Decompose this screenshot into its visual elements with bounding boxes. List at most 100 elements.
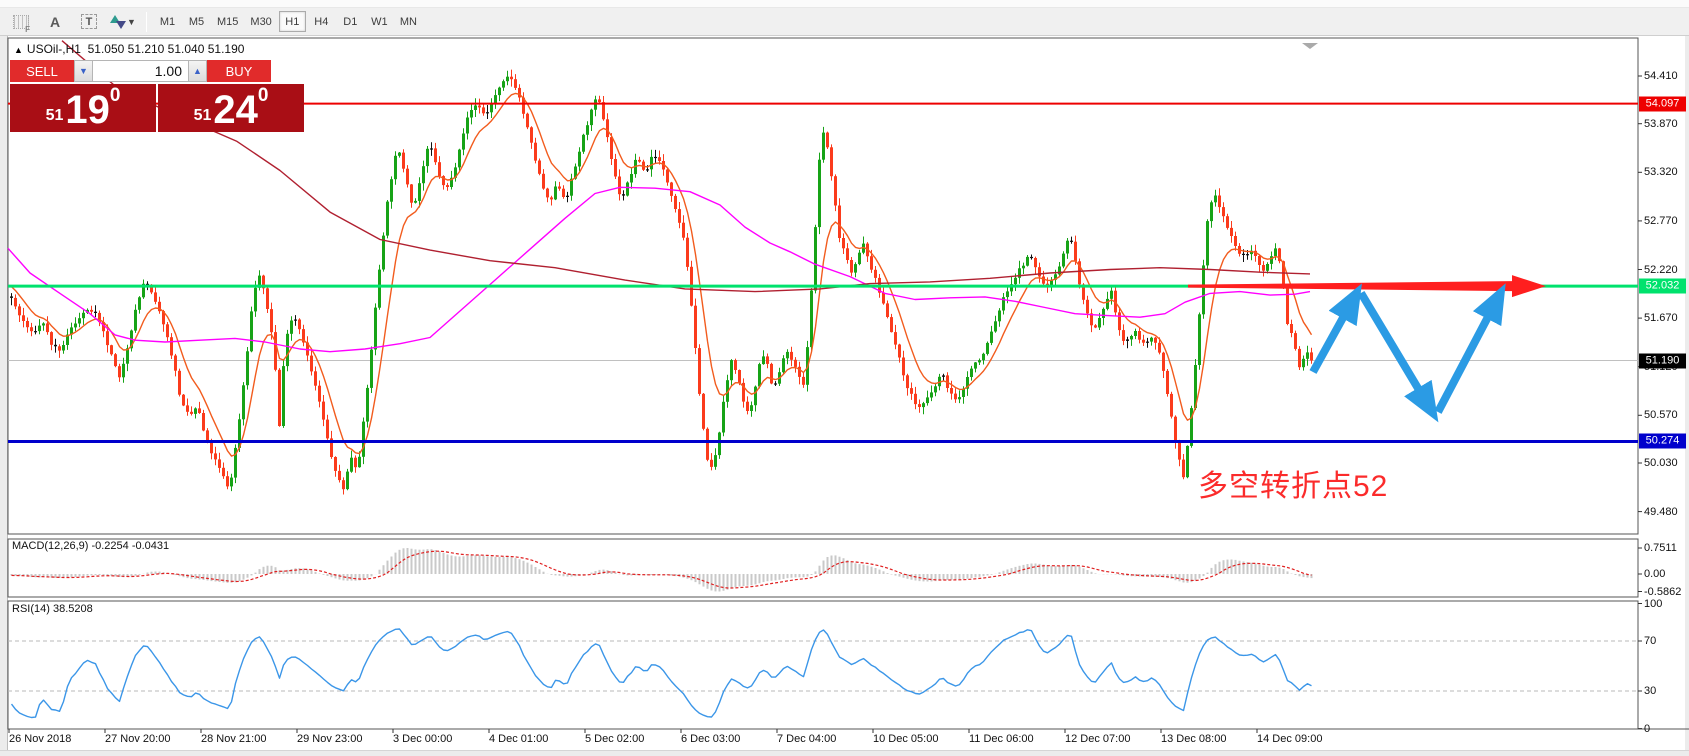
candle-body (1266, 264, 1269, 271)
candle-body (902, 357, 905, 376)
candle-body (314, 371, 317, 386)
candle-body (706, 428, 709, 460)
candle-body (110, 345, 113, 355)
tf-button-m30[interactable]: M30 (250, 15, 272, 28)
candle-body (422, 166, 425, 184)
candle-body (846, 248, 849, 260)
candle-body (922, 403, 925, 408)
candle-body (1066, 240, 1069, 254)
candle-body (966, 377, 969, 389)
candle-body (898, 344, 901, 358)
window-top-strip (0, 0, 1689, 8)
candle-body (734, 360, 737, 370)
window-right-edge (1685, 36, 1689, 756)
candle-body (754, 386, 757, 406)
candle-body (738, 370, 741, 383)
candle-body (638, 159, 641, 162)
blue-projection-arrow[interactable] (1434, 283, 1506, 414)
candle-body (826, 132, 829, 148)
time-axis-label: 12 Dec 07:00 (1065, 733, 1131, 745)
candle-body (398, 152, 401, 156)
tf-button-w1[interactable]: W1 (371, 15, 388, 28)
candle-body (198, 408, 201, 413)
candle-body (206, 430, 209, 442)
tf-button-h1[interactable]: H1 (278, 11, 306, 32)
price-axis-label: 50.570 (1644, 409, 1678, 422)
collapse-triangle-icon[interactable]: ▲ (14, 45, 23, 55)
rsi-axis-label: 30 (1644, 685, 1657, 697)
dropdown-caret-icon[interactable]: ▼ (127, 16, 136, 27)
candle-body (498, 87, 501, 96)
arrow-objects-icon[interactable]: ▼ (110, 11, 136, 33)
main-toolbar: A T ▼ M1 M5 M15 M30 H1 H4 D1 W1 MN (0, 8, 1689, 36)
candle-body (450, 177, 453, 187)
candle-body (1222, 207, 1225, 217)
candle-body (178, 370, 181, 395)
blue-projection-arrow[interactable] (1309, 283, 1362, 374)
rsi-panel-border (7, 600, 1639, 730)
candle-body (474, 105, 477, 110)
sell-button[interactable]: SELL (10, 60, 74, 82)
candle-body (194, 408, 197, 414)
candle-body (14, 297, 17, 307)
candle-body (426, 148, 429, 167)
volume-decrement-button[interactable]: ▼ (74, 60, 93, 82)
volume-input[interactable] (93, 60, 188, 82)
candle-body (1142, 339, 1145, 343)
blue-projection-arrow[interactable] (1357, 290, 1439, 423)
candle-body (34, 331, 37, 333)
candle-body (222, 467, 225, 477)
candle-body (1038, 267, 1041, 277)
time-axis-label: 6 Dec 03:00 (681, 733, 741, 745)
tf-button-m15[interactable]: M15 (217, 15, 239, 28)
text-label-icon[interactable]: A (49, 13, 61, 30)
macd-axis-label: -0.5862 (1644, 585, 1682, 598)
candle-body (374, 307, 377, 350)
candle-body (230, 477, 233, 487)
candle-body (682, 222, 685, 238)
candle-body (834, 176, 837, 206)
candle-body (742, 382, 745, 402)
time-axis-label: 14 Dec 09:00 (1257, 733, 1323, 745)
candle-body (750, 405, 753, 411)
candle-body (566, 195, 569, 197)
grid-pattern-icon[interactable] (8, 11, 34, 34)
buy-quote[interactable]: 51 24 0 (158, 84, 304, 132)
candle-body (1214, 195, 1217, 203)
candle-body (1074, 241, 1077, 262)
candle-body (22, 315, 25, 321)
red-trend-arrow[interactable] (1188, 275, 1546, 298)
candle-body (274, 332, 277, 370)
candle-body (250, 311, 253, 352)
tf-button-h4[interactable]: H4 (314, 15, 329, 28)
volume-increment-button[interactable]: ▲ (188, 60, 207, 82)
candle-body (466, 117, 469, 134)
candle-body (646, 169, 649, 171)
sell-quote[interactable]: 51 19 0 (10, 84, 156, 132)
candle-body (102, 322, 105, 332)
candle-body (790, 351, 793, 360)
candle-body (410, 184, 413, 203)
candle-body (1026, 256, 1029, 266)
candle-body (30, 327, 33, 332)
candle-body (1286, 287, 1289, 324)
tf-button-m5[interactable]: M5 (188, 15, 205, 28)
candle-body (146, 283, 149, 285)
buy-button[interactable]: BUY (207, 60, 271, 82)
price-axis-label: 52.220 (1644, 263, 1678, 276)
tf-button-m1[interactable]: M1 (159, 15, 176, 28)
tf-button-mn[interactable]: MN (399, 15, 417, 28)
candle-body (46, 323, 49, 333)
scroll-position-marker-icon[interactable] (1302, 43, 1318, 49)
candle-body (478, 105, 481, 108)
text-box-icon[interactable]: T (76, 11, 102, 33)
tf-button-d1[interactable]: D1 (343, 15, 358, 28)
candle-body (18, 306, 21, 316)
candle-body (370, 349, 373, 388)
candle-body (1302, 358, 1305, 368)
time-axis-label: 27 Nov 20:00 (105, 733, 171, 745)
candle-body (430, 148, 433, 150)
candle-body (402, 152, 405, 169)
candle-body (1190, 408, 1193, 446)
